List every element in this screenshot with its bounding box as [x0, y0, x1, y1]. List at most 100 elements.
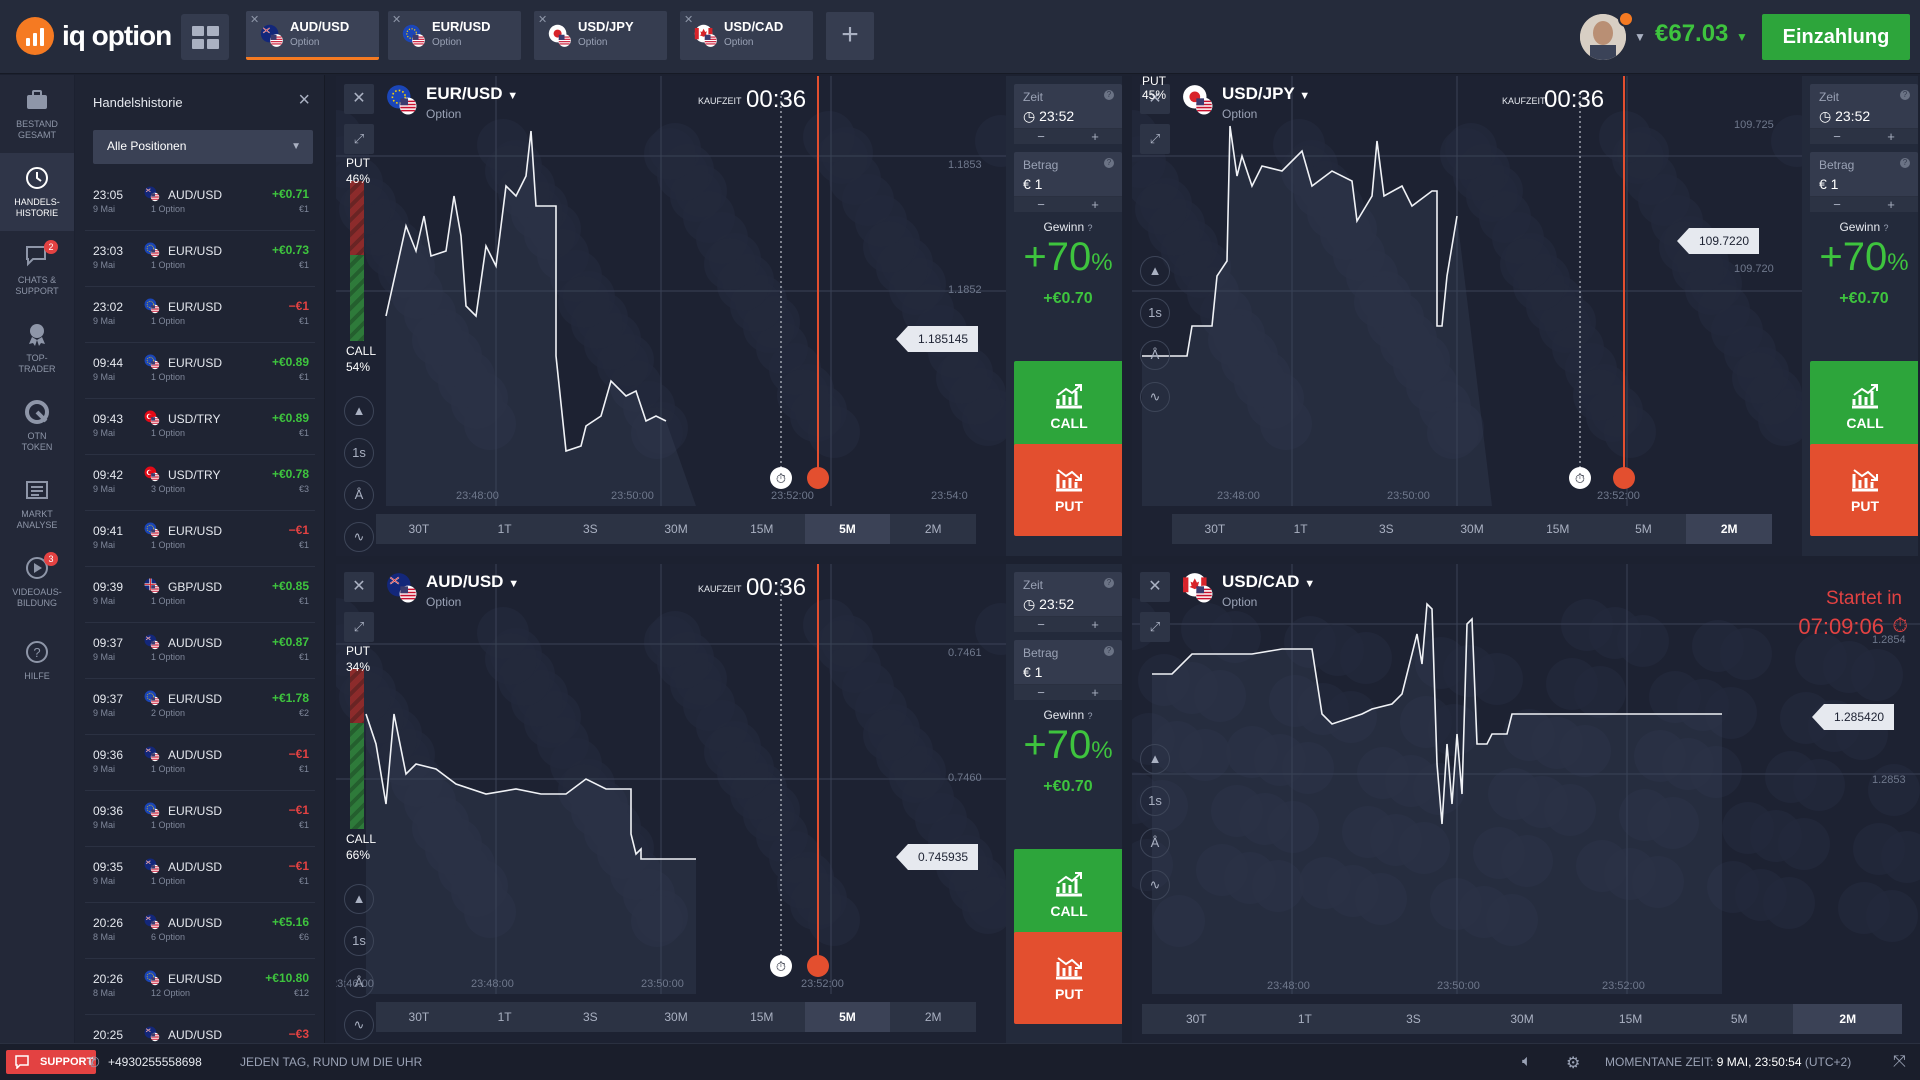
close-panel-button[interactable]: ✕ — [1140, 84, 1170, 114]
chart-type-icon[interactable]: ▲ — [344, 884, 374, 914]
timeframe-option[interactable]: 30M — [664, 1010, 688, 1024]
timer-icon[interactable]: 1s — [344, 926, 374, 956]
info-icon[interactable]: ? — [1104, 90, 1114, 100]
expand-icon[interactable]: ⤢ — [1140, 612, 1170, 642]
history-row[interactable]: 20:26 8 Mai EUR/USD 12 Option +€10.80 €12 — [85, 959, 315, 1015]
expiry-time-box[interactable]: Zeit? ◷ 23:52 − + — [1014, 84, 1122, 144]
decrement-button[interactable]: − — [1810, 197, 1864, 212]
timeframe-option[interactable]: 5M — [1730, 1012, 1748, 1026]
close-icon[interactable]: ✕ — [392, 14, 402, 26]
nav-item[interactable]: 2 CHATS & SUPPORT — [0, 231, 74, 309]
indicator-icon[interactable]: ∿ — [1140, 870, 1170, 900]
info-icon[interactable]: ? — [1104, 158, 1114, 168]
history-row[interactable]: 09:41 9 Mai EUR/USD 1 Option −€1 €1 — [85, 511, 315, 567]
decrement-button[interactable]: − — [1014, 617, 1068, 632]
nav-item[interactable]: TOP- TRADER — [0, 309, 74, 387]
info-icon[interactable]: ? — [1900, 90, 1910, 100]
expand-icon[interactable]: ⤢ — [1140, 124, 1170, 154]
account-caret-icon[interactable]: ▼ — [1634, 30, 1646, 44]
asset-tab[interactable]: ✕ EUR/USD Option — [388, 11, 521, 60]
timeframe-option[interactable]: 15M — [1618, 1012, 1643, 1026]
timeframe-option[interactable]: 3S — [1378, 522, 1394, 536]
timeframe-option[interactable]: 2M — [924, 1010, 942, 1024]
asset-tab[interactable]: ✕ AUD/USD Option — [246, 11, 379, 60]
timeframe-option[interactable]: 1T — [497, 522, 512, 536]
increment-button[interactable]: + — [1864, 197, 1918, 212]
close-panel-button[interactable]: ✕ — [344, 572, 374, 602]
support-button[interactable]: SUPPORT — [6, 1050, 96, 1074]
amount-box[interactable]: Betrag? € 1 − + — [1014, 640, 1122, 700]
positions-filter-select[interactable]: Alle Positionen ▼ — [93, 130, 313, 164]
call-button[interactable]: CALL — [1014, 361, 1122, 453]
info-icon[interactable]: ? — [1900, 158, 1910, 168]
chart-type-icon[interactable]: ▲ — [1140, 744, 1170, 774]
increment-button[interactable]: + — [1068, 129, 1122, 144]
history-row[interactable]: 09:44 9 Mai EUR/USD 1 Option +€0.89 €1 — [85, 343, 315, 399]
close-icon[interactable]: ✕ — [538, 14, 548, 26]
history-row[interactable]: 20:26 8 Mai AUD/USD 6 Option +€5.16 €6 — [85, 903, 315, 959]
expiry-time-box[interactable]: Zeit? ◷ 23:52 − + — [1014, 572, 1122, 632]
timeframe-option[interactable]: 30M — [1460, 522, 1484, 536]
nav-item[interactable]: BESTAND GESAMT — [0, 75, 74, 153]
indicator-icon[interactable]: ∿ — [344, 1010, 374, 1040]
info-icon[interactable]: ? — [1104, 578, 1114, 588]
timeframe-option[interactable]: 5M — [1635, 522, 1652, 536]
history-row[interactable]: 23:05 9 Mai AUD/USD 1 Option +€0.71 €1 — [85, 175, 315, 231]
balance-caret-icon[interactable]: ▼ — [1736, 30, 1748, 44]
indicator-icon[interactable]: ∿ — [344, 522, 374, 552]
nav-item[interactable]: HANDELS- HISTORIE — [0, 153, 74, 231]
increment-button[interactable]: + — [1068, 197, 1122, 212]
close-panel-button[interactable]: ✕ — [344, 84, 374, 114]
timer-icon[interactable]: 1s — [1140, 786, 1170, 816]
timeframe-option[interactable]: 30M — [1510, 1012, 1534, 1026]
timeframe-option[interactable]: 3S — [1406, 1012, 1421, 1026]
panel-asset-name[interactable]: USD/JPY ▼ — [1222, 84, 1310, 104]
call-button[interactable]: CALL — [1810, 361, 1918, 453]
put-button[interactable]: PUT — [1810, 444, 1918, 536]
panel-asset-name[interactable]: AUD/USD ▼ — [426, 572, 519, 592]
timeframe-option[interactable]: 2M — [924, 522, 942, 536]
history-row[interactable]: 09:36 9 Mai AUD/USD 1 Option −€1 €1 — [85, 735, 315, 791]
asset-tab[interactable]: ✕ USD/JPY Option — [534, 11, 667, 60]
history-row[interactable]: 09:35 9 Mai AUD/USD 1 Option −€1 €1 — [85, 847, 315, 903]
chart-area[interactable]: ⏱ — [336, 564, 1006, 1044]
chart-area[interactable] — [1132, 564, 1920, 1044]
draw-tool-icon[interactable]: Å — [1140, 828, 1170, 858]
timeframe-option[interactable]: 5M — [804, 514, 891, 544]
layout-grid-button[interactable] — [181, 14, 229, 60]
decrement-button[interactable]: − — [1014, 129, 1068, 144]
put-button[interactable]: PUT — [1014, 444, 1122, 536]
nav-item[interactable]: 3 VIDEOAUS- BILDUNG — [0, 543, 74, 621]
expand-icon[interactable]: ⤢ — [344, 612, 374, 642]
timer-icon[interactable]: 1s — [344, 438, 374, 468]
timeframe-option[interactable]: 1T — [1293, 522, 1308, 536]
timeframe-option[interactable]: 15M — [1546, 522, 1570, 536]
timeframe-option[interactable]: 1T — [1297, 1012, 1312, 1026]
decrement-button[interactable]: − — [1014, 685, 1068, 700]
history-row[interactable]: 23:02 9 Mai EUR/USD 1 Option −€1 €1 — [85, 287, 315, 343]
timer-icon[interactable]: 1s — [1140, 298, 1170, 328]
chart-area[interactable]: ⏱ — [1132, 76, 1802, 556]
draw-tool-icon[interactable]: Å — [344, 968, 374, 998]
fullscreen-icon[interactable]: ⤧ — [1893, 1053, 1906, 1070]
close-panel-button[interactable]: ✕ — [1140, 572, 1170, 602]
put-button[interactable]: PUT — [1014, 932, 1122, 1024]
indicator-icon[interactable]: ∿ — [1140, 382, 1170, 412]
timeframe-option[interactable]: 3S — [582, 1010, 598, 1024]
panel-asset-name[interactable]: USD/CAD ▼ — [1222, 572, 1315, 592]
asset-tab[interactable]: ✕ USD/CAD Option — [680, 11, 813, 60]
draw-tool-icon[interactable]: Å — [344, 480, 374, 510]
timeframe-option[interactable]: 15M — [750, 522, 774, 536]
history-row[interactable]: 09:37 9 Mai AUD/USD 1 Option +€0.87 €1 — [85, 623, 315, 679]
timeframe-option[interactable]: 30T — [1204, 522, 1226, 536]
close-icon[interactable]: × — [298, 89, 310, 111]
increment-button[interactable]: + — [1068, 685, 1122, 700]
deposit-button[interactable]: Einzahlung — [1762, 14, 1910, 60]
info-icon[interactable]: ? — [1087, 711, 1093, 721]
amount-box[interactable]: Betrag? € 1 − + — [1014, 152, 1122, 212]
volume-icon[interactable]: 🔈︎ — [1522, 1053, 1532, 1070]
info-icon[interactable]: ? — [1104, 646, 1114, 656]
amount-box[interactable]: Betrag? € 1 − + — [1810, 152, 1918, 212]
history-row[interactable]: 09:42 9 Mai USD/TRY 3 Option +€0.78 €3 — [85, 455, 315, 511]
chart-type-icon[interactable]: ▲ — [344, 396, 374, 426]
